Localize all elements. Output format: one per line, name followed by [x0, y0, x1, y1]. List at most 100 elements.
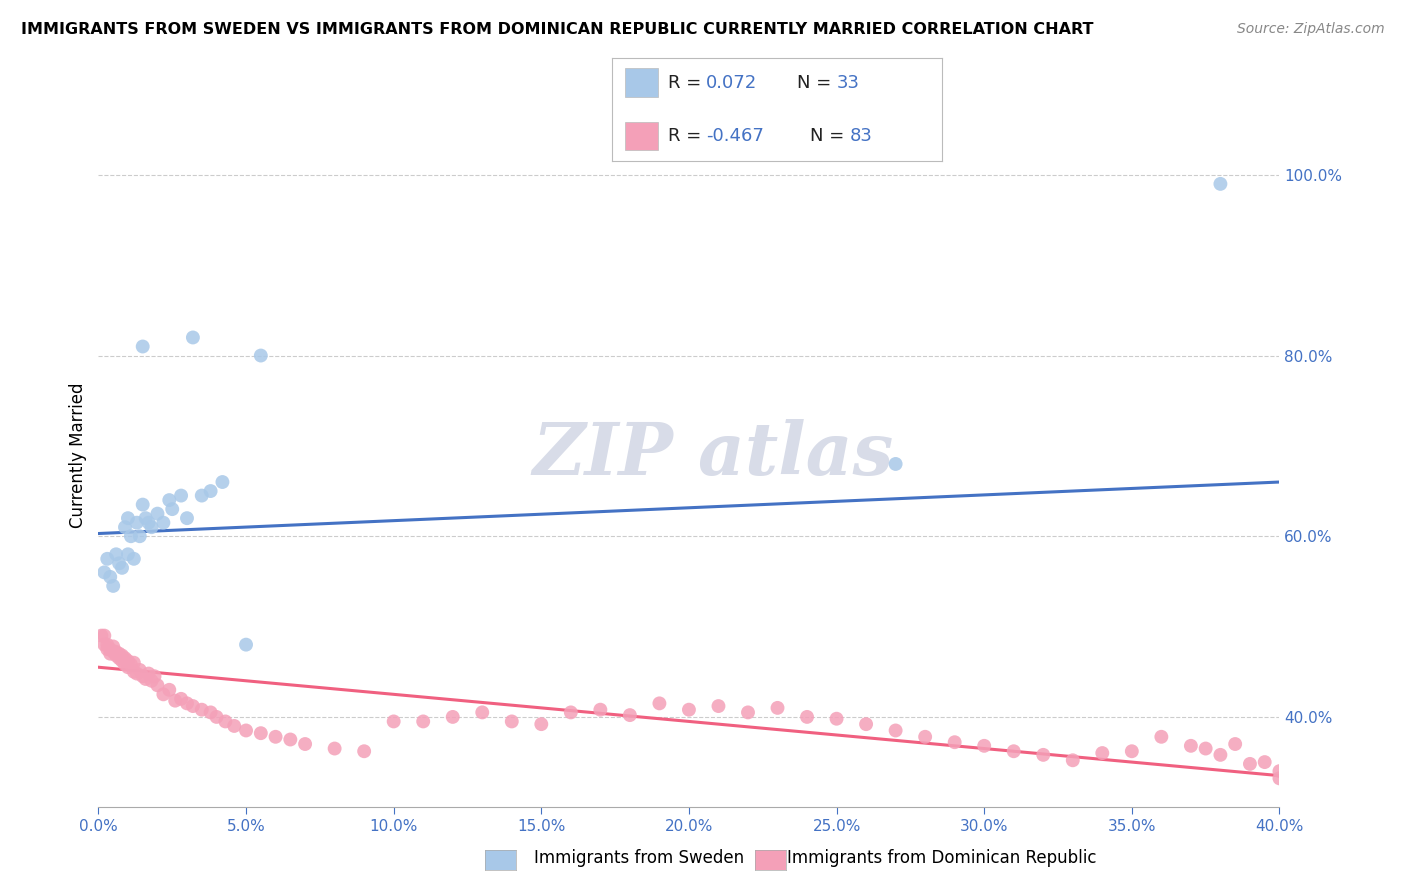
Point — [737, 706, 759, 720]
Point — [125, 666, 148, 681]
Point — [90, 629, 112, 643]
Point — [176, 511, 198, 525]
Point — [914, 730, 936, 744]
Point — [1209, 177, 1232, 191]
Text: 33: 33 — [837, 74, 859, 92]
Point — [93, 629, 115, 643]
Point — [200, 484, 222, 499]
Point — [1180, 739, 1202, 753]
Point — [181, 330, 204, 344]
Point — [132, 498, 155, 512]
Point — [111, 648, 134, 663]
Point — [114, 520, 136, 534]
Point — [105, 648, 128, 663]
Point — [589, 703, 612, 717]
Point — [280, 732, 302, 747]
Point — [235, 723, 257, 738]
Point — [165, 693, 187, 707]
Text: N =: N = — [797, 74, 837, 92]
Point — [105, 547, 128, 561]
Point — [1195, 741, 1218, 756]
Point — [264, 730, 287, 744]
Point — [766, 701, 789, 715]
Point — [170, 691, 193, 706]
Text: ZIP atlas: ZIP atlas — [531, 419, 893, 491]
Point — [98, 647, 121, 661]
Point — [1091, 746, 1114, 760]
Point — [530, 717, 553, 731]
Point — [441, 710, 464, 724]
Text: R =: R = — [668, 127, 707, 145]
Point — [96, 642, 118, 657]
Point — [93, 566, 115, 580]
Point — [412, 714, 434, 729]
Point — [138, 516, 160, 530]
Point — [796, 710, 818, 724]
Point — [181, 699, 204, 714]
Point — [1225, 737, 1247, 751]
Bar — [624, 69, 658, 97]
Point — [117, 547, 139, 561]
Point — [132, 669, 155, 683]
Point — [1121, 744, 1143, 758]
Point — [120, 529, 142, 543]
Point — [103, 645, 125, 659]
Point — [619, 708, 641, 723]
Point — [855, 717, 877, 731]
Point — [176, 697, 198, 711]
Point — [884, 723, 907, 738]
Point — [135, 511, 157, 525]
Point — [120, 657, 142, 672]
Point — [162, 502, 183, 516]
Point — [294, 737, 316, 751]
Point — [235, 638, 257, 652]
Text: Source: ZipAtlas.com: Source: ZipAtlas.com — [1237, 22, 1385, 37]
Point — [122, 665, 145, 679]
Point — [122, 656, 145, 670]
Point — [108, 557, 131, 571]
Point — [825, 712, 848, 726]
Text: IMMIGRANTS FROM SWEDEN VS IMMIGRANTS FROM DOMINICAN REPUBLIC CURRENTLY MARRIED C: IMMIGRANTS FROM SWEDEN VS IMMIGRANTS FRO… — [21, 22, 1094, 37]
Point — [152, 516, 174, 530]
Point — [96, 638, 118, 652]
Point — [323, 741, 346, 756]
Point — [191, 703, 214, 717]
Point — [108, 647, 131, 661]
Text: 83: 83 — [849, 127, 872, 145]
Point — [125, 516, 148, 530]
Point — [114, 657, 136, 672]
Point — [170, 489, 193, 503]
Point — [250, 726, 273, 740]
Point — [117, 660, 139, 674]
Point — [105, 645, 128, 659]
Point — [111, 654, 134, 668]
Point — [973, 739, 995, 753]
Point — [128, 529, 150, 543]
Point — [141, 520, 163, 534]
Point — [111, 561, 134, 575]
Text: Immigrants from Dominican Republic: Immigrants from Dominican Republic — [787, 849, 1097, 867]
Point — [132, 339, 155, 353]
Point — [143, 669, 166, 683]
Y-axis label: Currently Married: Currently Married — [69, 382, 87, 528]
Text: 0.072: 0.072 — [706, 74, 756, 92]
Text: N =: N = — [810, 127, 849, 145]
Point — [205, 710, 228, 724]
Point — [1062, 753, 1084, 767]
Point — [560, 706, 582, 720]
Point — [157, 682, 180, 697]
Point — [128, 663, 150, 677]
Point — [1268, 764, 1291, 778]
Point — [214, 714, 236, 729]
Point — [117, 511, 139, 525]
Point — [211, 475, 233, 489]
Point — [1254, 755, 1277, 769]
Point — [707, 699, 730, 714]
Point — [1209, 747, 1232, 762]
Point — [884, 457, 907, 471]
Point — [250, 349, 273, 363]
Point — [146, 507, 169, 521]
Point — [117, 654, 139, 668]
Point — [135, 672, 157, 686]
Point — [103, 640, 125, 654]
